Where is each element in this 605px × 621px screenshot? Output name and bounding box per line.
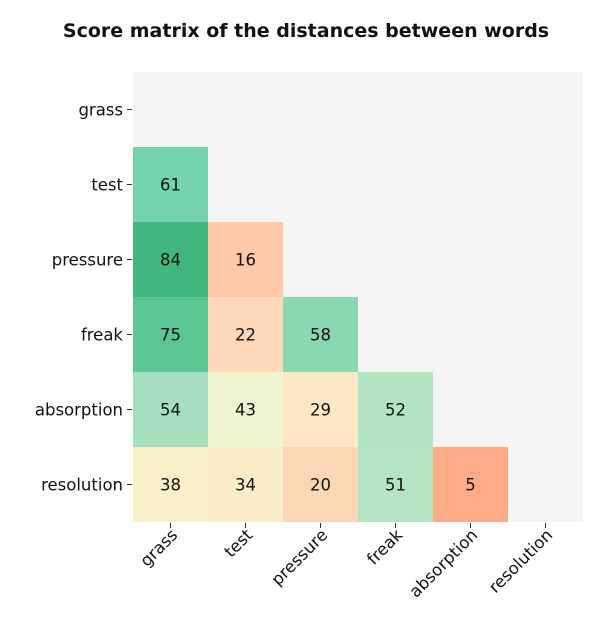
y-tick-label: absorption (35, 401, 123, 420)
y-tick-label: freak (81, 326, 123, 345)
y-tick-label: resolution (41, 476, 123, 495)
x-tick-label: test (220, 525, 256, 561)
heatmap-cell (433, 447, 508, 522)
y-axis: grass test pressure freak absorption resoluti… (35, 101, 132, 495)
cell-value-label: 43 (235, 401, 256, 420)
y-tick-label: grass (78, 101, 123, 120)
cell-value-label: 51 (385, 476, 406, 495)
heatmap-cells: 61 84 16 75 22 58 54 43 29 52 38 34 20 51 5 (133, 147, 508, 522)
heatmap-cell (283, 447, 358, 522)
cell-value-label: 22 (235, 326, 256, 345)
cell-value-label: 29 (310, 401, 331, 420)
cell-value-label: 58 (310, 326, 331, 345)
cell-value-label: 20 (310, 476, 331, 495)
x-axis: grass test pressure freak absorption resoluti… (136, 523, 556, 601)
y-tick-label: test (91, 176, 123, 195)
heatmap-cell (133, 372, 208, 447)
cell-value-label: 61 (160, 176, 181, 195)
heatmap-cell (358, 372, 433, 447)
cell-value-label: 16 (235, 251, 256, 270)
cell-value-label: 75 (160, 326, 181, 345)
chart-title: Score matrix of the distances between wo… (63, 20, 549, 42)
x-tick-label: pressure (267, 525, 331, 589)
cell-value-label: 34 (235, 476, 256, 495)
x-tick-label: resolution (485, 525, 556, 596)
x-tick-label: freak (363, 525, 406, 568)
cell-value-label: 54 (160, 401, 181, 420)
cell-value-label: 52 (385, 401, 406, 420)
heatmap-cell (133, 222, 208, 297)
x-tick-label: absorption (406, 525, 482, 601)
heatmap-cell (283, 372, 358, 447)
x-tick-label: grass (136, 525, 181, 570)
y-tick-label: pressure (52, 251, 123, 270)
heatmap-cell (208, 222, 283, 297)
heatmap-cell (133, 297, 208, 372)
heatmap-cell (133, 147, 208, 222)
heatmap-cell (283, 297, 358, 372)
cell-value-label: 38 (160, 476, 181, 495)
heatmap-cell (208, 372, 283, 447)
cell-value-label: 84 (160, 251, 181, 270)
heatmap-cell (133, 447, 208, 522)
heatmap-cell (358, 447, 433, 522)
cell-value-label: 5 (465, 476, 476, 495)
heatmap-cell (208, 297, 283, 372)
heatmap-cell (208, 447, 283, 522)
